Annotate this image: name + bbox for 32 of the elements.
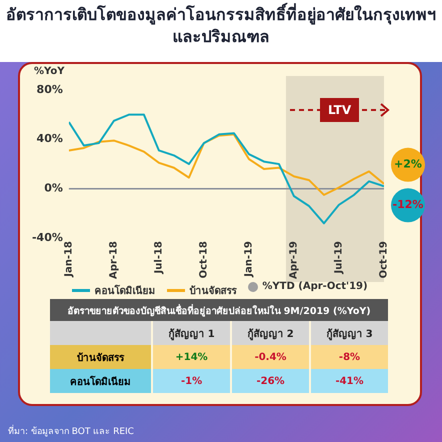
x-tick-label: กู้สัญญา 1: [153, 321, 230, 345]
annotation: -12%: [392, 198, 424, 212]
x-tick-label: Apr-19: [288, 241, 300, 280]
data-label: -0.4%: [232, 345, 309, 369]
x-tick-label: กู้สัญญา 3: [311, 321, 388, 345]
x-tick-label: Oct-18: [198, 241, 210, 278]
y-tick-label: -40%: [32, 230, 63, 244]
x-tick-label: กู้สัญญา 2: [232, 321, 309, 345]
data-label: -1%: [153, 369, 230, 393]
y-tick-label: 40%: [36, 132, 63, 146]
band-label: LTV: [320, 98, 360, 122]
x-tick-label: Jul-19: [334, 241, 345, 274]
legend-label: บ้านจัดสรร: [189, 284, 236, 298]
y-tick-label: บ้านจัดสรร: [50, 345, 152, 369]
y-axis-title: %YoY: [34, 66, 64, 77]
text: ที่มา: ข้อมูลจาก BOT และ REIC: [8, 424, 134, 438]
y-tick-label: 0%: [44, 182, 63, 195]
x-tick-label: Jul-18: [154, 241, 165, 274]
x-tick-label: Oct-19: [378, 241, 390, 278]
x-tick-label: Apr-18: [108, 241, 120, 280]
x-tick-label: Jan-19: [244, 241, 255, 278]
y-tick-label: คอนโดมิเนียม: [50, 369, 152, 393]
data-label: +14%: [153, 345, 230, 369]
chart-title: อัตราการเติบโตของมูลค่าโอนกรรมสิทธิ์ที่อยู่อาศัยในกรุงเทพฯ และปริมณฑล: [5, 4, 437, 48]
data-label: -26%: [232, 369, 309, 393]
x-tick-label: Jan-18: [63, 241, 74, 278]
text: %YTD (Apr-Oct'19): [262, 281, 368, 292]
data-label: -41%: [311, 369, 388, 393]
annotation: +2%: [394, 158, 422, 171]
chart-title: อัตราขยายตัวของบัญชีสินเชื่อที่อยู่อาศัยปล่อยใหม่ใน 9M/2019 (%YoY): [50, 299, 388, 321]
data-label: -8%: [311, 345, 388, 369]
y-tick-label: 80%: [36, 82, 63, 96]
